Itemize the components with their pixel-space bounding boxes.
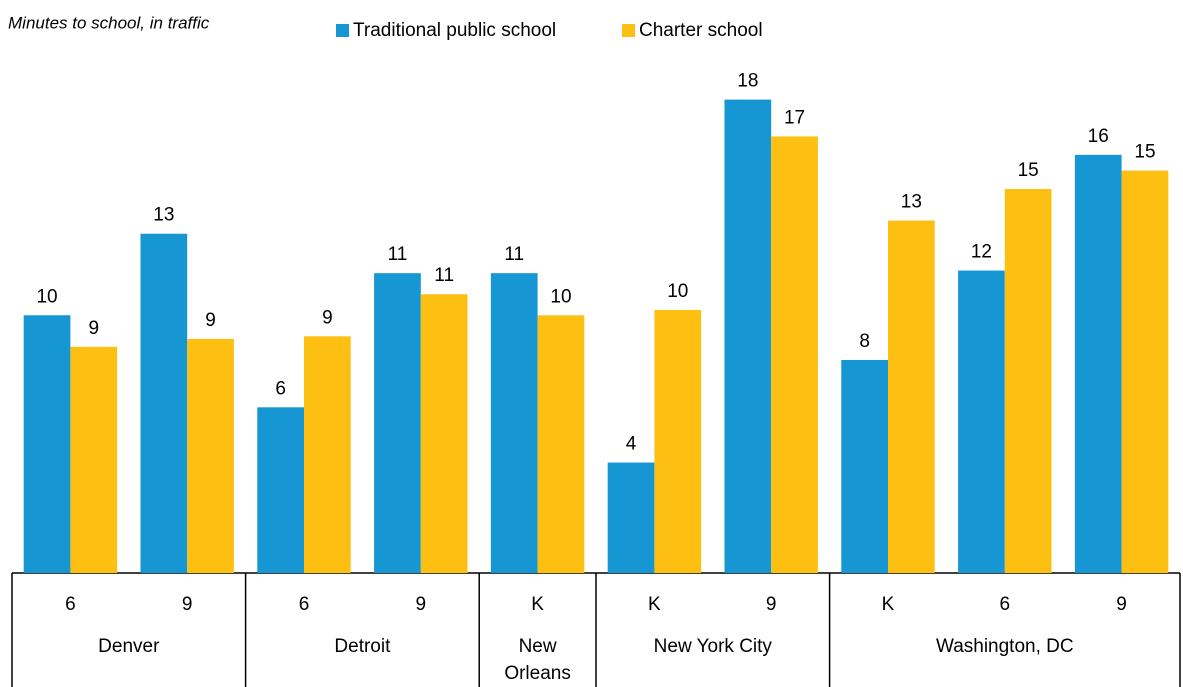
legend-swatch (336, 24, 349, 37)
bar (187, 338, 234, 573)
data-label: 10 (550, 286, 571, 307)
group-label: Washington, DC (936, 636, 1074, 657)
group-label: Denver (98, 636, 160, 657)
chart-subtitle: Minutes to school, in traffic (8, 13, 210, 32)
data-label: 6 (275, 378, 286, 399)
x-tick-label: 9 (416, 594, 427, 615)
x-tick-label: K (882, 594, 895, 615)
data-label: 11 (434, 265, 454, 286)
bar (140, 233, 188, 574)
data-label: 11 (504, 244, 524, 265)
data-label: 17 (784, 107, 805, 128)
data-label: 9 (322, 307, 333, 328)
x-tick-label: K (531, 594, 544, 615)
bar (490, 273, 538, 573)
legend-label: Charter school (639, 20, 763, 41)
data-label: 13 (153, 205, 174, 226)
data-label: 11 (388, 244, 408, 265)
data-label: 18 (737, 71, 758, 92)
group-label: New Orleans (504, 636, 571, 684)
x-tick-label: 9 (766, 594, 777, 615)
data-label: 4 (626, 434, 637, 455)
bar (724, 99, 772, 573)
data-label: 15 (1134, 142, 1155, 163)
x-tick-label: K (648, 594, 661, 615)
data-label: 16 (1088, 126, 1109, 147)
x-tick-label: 6 (299, 594, 310, 615)
bar (958, 270, 1005, 573)
legend-label: Traditional public school (353, 20, 556, 41)
legend-swatch (622, 24, 635, 37)
bar (1121, 170, 1169, 574)
x-tick-label: 6 (1000, 594, 1011, 615)
data-label: 10 (667, 281, 688, 302)
bar (607, 462, 655, 573)
bar (654, 310, 702, 573)
bar (888, 220, 935, 573)
x-tick-label: 9 (1116, 594, 1127, 615)
bar (771, 136, 818, 574)
data-label: 13 (901, 192, 922, 213)
bar (23, 315, 71, 573)
bar (257, 407, 304, 573)
data-label: 9 (88, 318, 99, 339)
bar (304, 336, 351, 573)
bar (1004, 189, 1052, 573)
bar (841, 359, 888, 573)
bar (374, 273, 421, 573)
data-label: 8 (859, 331, 870, 352)
bar (537, 315, 585, 573)
x-tick-label: 6 (65, 594, 76, 615)
data-label: 10 (36, 286, 57, 307)
group-label: New York City (654, 636, 773, 657)
data-label: 15 (1018, 160, 1039, 181)
bar (420, 294, 468, 573)
data-label: 12 (971, 242, 992, 263)
bar (1074, 154, 1122, 573)
data-label: 9 (205, 310, 216, 331)
x-tick-label: 9 (182, 594, 193, 615)
group-label: Detroit (334, 636, 391, 657)
bar (70, 346, 118, 573)
